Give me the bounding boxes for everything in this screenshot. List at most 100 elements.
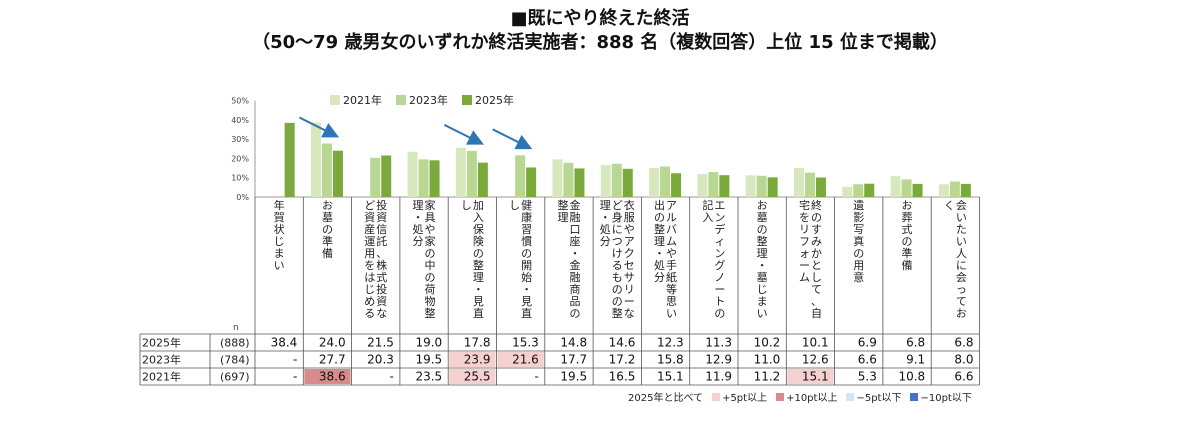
category-label: 年賀状じまい <box>274 198 285 272</box>
table-cell-value: 23.5 <box>415 370 442 384</box>
category-label: お墓の整理・墓じまい <box>757 199 768 320</box>
legend-item-2023: 2023年 <box>396 92 448 108</box>
bar-2025年 <box>332 150 343 197</box>
table-cell-value: - <box>534 370 538 384</box>
trend-arrow <box>299 116 340 138</box>
table-cell-value: 11.0 <box>754 353 781 367</box>
bar-2025年 <box>526 167 537 197</box>
category-label: アルバムや手紙等思い出の整理・処分 <box>654 198 677 320</box>
bar-2025年 <box>477 162 488 197</box>
bar-2023年 <box>466 150 477 197</box>
table-cell-value: 17.2 <box>609 353 636 367</box>
bar-2025年 <box>864 183 875 197</box>
category-label: 衣服やアクセサリーなど身につけるものの整理・処分 <box>600 198 635 320</box>
comparison-swatch <box>910 392 919 401</box>
table-cell-highlight <box>449 369 496 384</box>
trend-arrow <box>492 128 533 150</box>
bar-2021年 <box>407 151 418 197</box>
bar-2021年 <box>745 175 756 197</box>
comparison-legend-label: +10pt以上 <box>786 393 838 404</box>
bar-2021年 <box>600 165 611 197</box>
bar-2023年 <box>515 155 526 197</box>
table-cell-value: 21.6 <box>512 353 539 367</box>
table-cell-value: 15.1 <box>657 370 684 384</box>
legend-item-2021: 2021年 <box>330 92 382 108</box>
bar-2023年 <box>563 162 574 197</box>
table-row-n: (888) <box>220 337 250 350</box>
table-cell-value: 11.9 <box>705 370 732 384</box>
table-cell-value: 6.6 <box>858 353 877 367</box>
bar-2025年 <box>767 177 778 197</box>
table-row-n: (784) <box>220 354 250 367</box>
table-cell-value: 38.6 <box>319 370 346 384</box>
bar-2023年 <box>321 143 332 197</box>
bar-2021年 <box>455 147 466 197</box>
bar-2021年 <box>552 159 563 197</box>
y-tick-label: 30% <box>231 135 249 144</box>
bar-2023年 <box>418 159 429 197</box>
comparison-swatch <box>712 392 721 401</box>
bar-2021年 <box>697 174 708 197</box>
comparison-legend-item: +10pt以上 <box>776 389 837 404</box>
table-cell-value: 38.4 <box>271 336 298 350</box>
table-cell-value: 6.9 <box>858 336 877 350</box>
bar-2025年 <box>815 177 826 197</box>
comparison-legend: 2025年と比べて +5pt以上 +10pt以上 −5pt以下 −10pt以下 <box>628 389 972 404</box>
table-cell-value: 5.3 <box>858 370 877 384</box>
table-cell-value: 14.6 <box>609 336 636 350</box>
legend-label-2021: 2021年 <box>343 94 382 107</box>
comparison-swatch <box>846 392 855 401</box>
table-cell-highlight <box>449 352 496 367</box>
table-cell-value: 9.1 <box>906 353 925 367</box>
bar-2025年 <box>284 122 295 197</box>
table-cell-value: 21.5 <box>367 336 394 350</box>
table-cell-value: 12.9 <box>705 353 732 367</box>
table-cell-value: 24.0 <box>319 336 346 350</box>
y-tick-label: 40% <box>231 116 249 125</box>
bar-2023年 <box>370 157 381 197</box>
bar-2023年 <box>611 163 622 197</box>
bar-2023年 <box>708 172 719 197</box>
category-label: 健康習慣の開始・見直し <box>509 199 532 320</box>
comparison-legend-item: −10pt以下 <box>910 389 972 404</box>
table-cell-value: 12.6 <box>802 353 829 367</box>
table-cell-value: 19.0 <box>415 336 442 350</box>
category-label: 会いたい人に会っておく <box>944 199 967 320</box>
category-label: お葬式の準備 <box>902 199 913 272</box>
bar-2023年 <box>853 184 864 197</box>
table-cell-highlight <box>497 352 544 367</box>
table-cell-value: 6.8 <box>906 336 925 350</box>
table-cell-value: 11.2 <box>754 370 781 384</box>
bar-2021年 <box>310 122 321 197</box>
table-cell-value: 14.8 <box>560 336 587 350</box>
table-cell-value: - <box>390 370 394 384</box>
bar-2025年 <box>671 173 682 197</box>
y-tick-label: 0% <box>236 193 249 202</box>
comparison-legend-item: −5pt以下 <box>846 389 901 404</box>
comparison-caption: 2025年と比べて <box>628 393 704 404</box>
bar-2023年 <box>804 172 815 197</box>
bar-2025年 <box>429 160 440 197</box>
bar-2025年 <box>381 155 392 197</box>
table-cell-value: 15.8 <box>657 353 684 367</box>
table-cell-value: 17.8 <box>464 336 491 350</box>
legend-swatch-2023 <box>396 95 406 105</box>
category-label: エンディングノートの記入 <box>702 198 725 320</box>
table-cell-value: 20.3 <box>367 353 394 367</box>
table-row-year: 2025年 <box>142 336 181 350</box>
table-cell-value: 6.6 <box>954 370 973 384</box>
legend-label-2023: 2023年 <box>409 94 448 107</box>
bar-2021年 <box>890 176 901 197</box>
y-tick-label: 10% <box>231 174 249 183</box>
category-label: 家具や家の中の荷物整理・処分 <box>413 198 436 320</box>
bar-2021年 <box>793 167 804 197</box>
table-cell-value: 19.5 <box>415 353 442 367</box>
trend-arrow <box>443 123 484 145</box>
comparison-legend-label: −5pt以下 <box>856 393 902 404</box>
table-cell-value: 10.1 <box>802 336 829 350</box>
legend-swatch-2025 <box>462 95 472 105</box>
bar-2023年 <box>756 175 767 197</box>
n-label: n <box>233 323 239 333</box>
comparison-legend-item: +5pt以上 <box>712 389 767 404</box>
